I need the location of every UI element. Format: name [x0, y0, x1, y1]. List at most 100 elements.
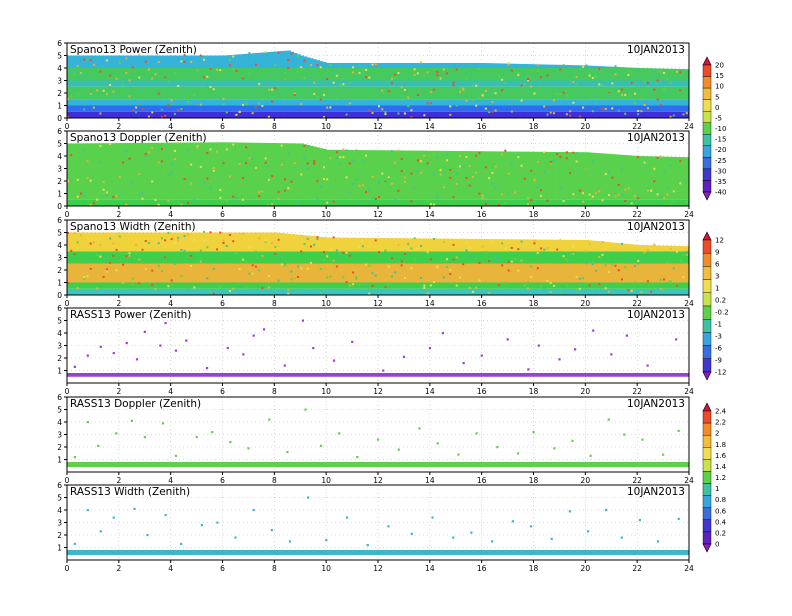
heatmap-cell: [96, 143, 100, 199]
heatmap-speckle: [410, 248, 412, 250]
heatmap-cell: [553, 240, 557, 252]
heatmap-cell: [614, 289, 618, 295]
heatmap-speckle: [310, 75, 312, 77]
heatmap-speckle: [576, 76, 578, 78]
heatmap-cell: [670, 99, 674, 105]
heatmap-cell: [284, 51, 288, 68]
data-point: [517, 452, 519, 454]
heatmap-cell: [550, 87, 554, 100]
heatmap-cell: [456, 87, 460, 100]
heatmap-cell: [352, 200, 356, 206]
heatmap-cell: [608, 81, 612, 87]
heatmap-cell: [640, 245, 644, 251]
colorbar-label: 5: [715, 93, 719, 101]
heatmap-speckle: [485, 282, 487, 284]
heatmap-speckle: [517, 248, 519, 250]
heatmap-speckle: [190, 265, 192, 267]
heatmap-speckle: [650, 89, 652, 91]
x-tick-label: 0: [65, 122, 70, 131]
heatmap-cell: [86, 283, 90, 289]
heatmap-cell: [670, 106, 674, 112]
heatmap-speckle: [521, 260, 523, 262]
heatmap-cell: [679, 251, 683, 264]
heatmap-cell: [440, 63, 444, 68]
heatmap-speckle: [501, 154, 503, 156]
heatmap-speckle: [119, 62, 121, 64]
heatmap-cell: [184, 99, 188, 105]
colorbar-segment: [703, 240, 711, 253]
heatmap-speckle: [171, 172, 173, 174]
heatmap-speckle: [80, 73, 82, 75]
y-tick-label: 0: [57, 114, 62, 123]
heatmap-speckle: [268, 89, 270, 91]
heatmap-cell: [475, 63, 479, 68]
heatmap-cell: [200, 233, 204, 252]
heatmap-cell: [106, 106, 110, 112]
heatmap-speckle: [248, 52, 250, 54]
x-tick-label: 10: [321, 476, 331, 485]
y-tick-label: 2: [57, 89, 62, 98]
heatmap-speckle: [391, 183, 393, 185]
heatmap-speckle: [151, 147, 153, 149]
heatmap-cell: [323, 283, 327, 289]
heatmap-speckle: [404, 181, 406, 183]
heatmap-speckle: [556, 153, 558, 155]
heatmap-speckle: [132, 181, 134, 183]
heatmap-cell: [582, 283, 586, 289]
heatmap-speckle: [352, 159, 354, 161]
heatmap-cell: [511, 112, 515, 118]
heatmap-cell: [624, 251, 628, 264]
heatmap-cell: [129, 112, 133, 118]
heatmap-speckle: [122, 282, 124, 284]
heatmap-cell: [543, 283, 547, 289]
data-point: [621, 537, 623, 539]
heatmap-speckle: [657, 193, 659, 195]
y-tick-label: 1: [57, 102, 62, 111]
heatmap-speckle: [446, 258, 448, 260]
heatmap-cell: [501, 264, 505, 283]
x-tick-label: 14: [425, 564, 435, 573]
heatmap-cell: [116, 283, 120, 289]
heatmap-speckle: [190, 182, 192, 184]
heatmap-cell: [365, 87, 369, 100]
heatmap-cell: [326, 87, 330, 100]
heatmap-cell: [572, 87, 576, 100]
heatmap-cell: [404, 106, 408, 112]
heatmap-cell: [122, 251, 126, 264]
heatmap-speckle: [427, 292, 429, 294]
heatmap-speckle: [174, 72, 176, 74]
heatmap-cell: [592, 241, 596, 252]
heatmap-cell: [566, 251, 570, 264]
heatmap-cell: [384, 106, 388, 112]
heatmap-cell: [274, 283, 278, 289]
heatmap-cell: [498, 151, 502, 199]
heatmap-cell: [417, 81, 421, 87]
heatmap-speckle: [683, 254, 685, 256]
heatmap-cell: [145, 81, 149, 87]
heatmap-speckle: [229, 175, 231, 177]
heatmap-cell: [355, 87, 359, 100]
heatmap-cell: [511, 283, 515, 289]
heatmap-cell: [90, 106, 94, 112]
heatmap-cell: [576, 87, 580, 100]
heatmap-cell: [384, 238, 388, 251]
heatmap-cell: [206, 142, 210, 199]
heatmap-cell: [190, 87, 194, 100]
heatmap-cell: [122, 56, 126, 69]
heatmap-speckle: [582, 192, 584, 194]
data-point: [431, 517, 433, 519]
heatmap-cell: [495, 99, 499, 105]
heatmap-cell: [608, 251, 612, 264]
heatmap-cell: [427, 99, 431, 105]
heatmap-speckle: [281, 164, 283, 166]
heatmap-speckle: [346, 104, 348, 106]
heatmap-cell: [261, 53, 265, 69]
heatmap-speckle: [631, 71, 633, 73]
heatmap-cell: [569, 200, 573, 206]
heatmap-cell: [300, 56, 304, 69]
heatmap-cell: [232, 251, 236, 264]
heatmap-cell: [627, 99, 631, 105]
heatmap-speckle: [631, 290, 633, 292]
heatmap-speckle: [511, 70, 513, 72]
heatmap-speckle: [339, 252, 341, 254]
